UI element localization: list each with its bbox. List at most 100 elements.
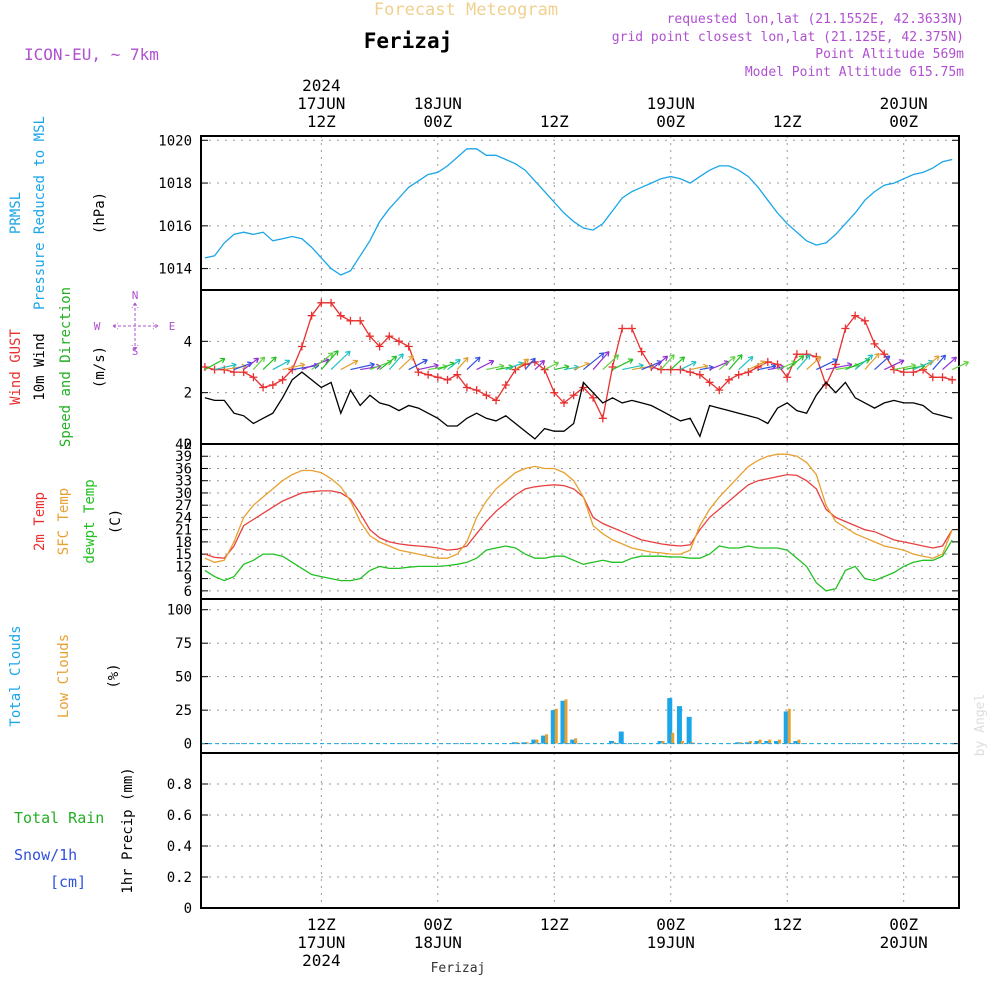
gust-point	[424, 370, 433, 379]
wind-arrow	[204, 358, 226, 371]
gust-point	[618, 324, 627, 333]
gust-point	[307, 311, 316, 320]
y-tick-label: 12	[175, 559, 192, 575]
wind-arrow-head	[259, 356, 266, 363]
top-time-label: 12Z	[540, 112, 569, 131]
y-tick-label: 39	[175, 449, 192, 465]
panels-layer: 1014101610181020024691215182124273033363…	[158, 133, 970, 917]
low-cloud-bar	[554, 708, 558, 744]
total-cloud-bar	[744, 742, 750, 744]
low-cloud-bar	[758, 739, 762, 744]
gust-point	[249, 373, 258, 382]
wind-arrow	[854, 354, 873, 371]
wind-arrow-head	[369, 362, 375, 369]
panel-frame	[200, 135, 960, 291]
wind-arrow-head	[815, 356, 822, 362]
y-tick-label: 18	[175, 535, 192, 551]
wind-arrow-head	[352, 359, 359, 366]
series-line-prmsl	[204, 148, 953, 276]
panel-label: Low Clouds	[56, 634, 72, 718]
top-time-label: 00Z	[889, 112, 918, 131]
y-tick-label: 24	[175, 510, 192, 526]
wind-arrow	[476, 360, 494, 371]
total-cloud-bar	[735, 742, 741, 744]
low-cloud-bar	[564, 699, 568, 744]
gust-point	[268, 380, 277, 389]
wind-arrow-head	[398, 353, 404, 359]
top-time-label: 12Z	[773, 112, 802, 131]
wind-arrow	[641, 360, 662, 371]
wind-arrow-head	[530, 357, 536, 364]
top-time-label: 20JUN	[880, 94, 928, 113]
location-title: Ferizaj	[364, 29, 453, 53]
y-tick-label: 0.8	[167, 777, 192, 793]
wind-arrow	[447, 359, 461, 371]
point-altitude: Point Altitude 569m	[815, 47, 964, 62]
wind-arrow-head	[253, 357, 260, 364]
gust-point	[356, 316, 365, 325]
wind-arrow	[718, 356, 736, 371]
wind-arrow	[243, 357, 259, 371]
chart-subtitle: Forecast Meteogram	[374, 0, 558, 20]
wind-direction-arrows	[204, 350, 970, 371]
low-cloud-bar	[671, 732, 675, 744]
wind-arrow-head	[422, 358, 428, 365]
wind-arrow-head	[463, 356, 469, 363]
panel-label: (m/s)	[92, 346, 108, 388]
wind-arrow-head	[940, 354, 947, 361]
gust-point	[676, 365, 685, 374]
y-tick-label: 30	[175, 486, 192, 502]
total-cloud-bar	[657, 740, 663, 744]
wind-arrow	[728, 354, 743, 370]
wind-arrow-head	[488, 359, 495, 366]
wind-arrow-head	[884, 355, 891, 361]
wind-arrow	[486, 365, 505, 371]
low-cloud-bar	[515, 742, 519, 744]
precip-side-label: Total Rain	[14, 809, 104, 827]
series-line-10m-wind	[204, 371, 953, 440]
wind-arrow-head	[271, 356, 277, 363]
wind-arrow	[650, 355, 668, 371]
wind-arrow	[563, 366, 579, 371]
y-tick-label: 25	[175, 703, 192, 719]
total-cloud-bar	[521, 742, 527, 744]
wind-arrow	[292, 364, 319, 371]
y-tick-label: 33	[175, 474, 192, 490]
total-cloud-bar	[754, 740, 760, 744]
gust-point	[657, 365, 666, 374]
wind-arrow	[350, 363, 375, 371]
credit-watermark: by Angel	[973, 694, 988, 757]
top-time-label: 18JUN	[414, 94, 462, 113]
wind-arrow-head	[798, 355, 805, 361]
panel-label: 2m Temp	[32, 492, 48, 551]
wind-arrow	[612, 358, 634, 371]
gust-point	[608, 363, 617, 371]
wind-arrow	[282, 363, 305, 371]
wind-arrow	[767, 366, 785, 371]
gust-point	[433, 373, 442, 382]
wind-arrow	[233, 362, 253, 371]
y-tick-label: 0	[184, 437, 192, 453]
wind-arrow	[816, 358, 838, 371]
low-cloud-bar	[797, 739, 801, 744]
y-tick-label: 36	[175, 461, 192, 477]
y-tick-label: 0	[184, 901, 192, 917]
wind-arrow	[524, 357, 536, 370]
compass-letter: S	[132, 345, 139, 358]
panel-label: dewpt Temp	[82, 479, 98, 563]
bottom-time-label: 12Z	[773, 915, 802, 934]
panel-label: Total Clouds	[8, 625, 24, 726]
wind-arrow-head	[284, 359, 291, 366]
bottom-time-label: 00Z	[889, 915, 918, 934]
gust-point	[200, 363, 209, 371]
wind-arrow	[534, 360, 545, 371]
wind-arrow-head	[231, 362, 237, 369]
wind-arrow-head	[219, 357, 226, 364]
gust-point	[841, 324, 850, 333]
gust-point	[695, 370, 704, 379]
low-cloud-bar	[787, 708, 791, 744]
gust-point	[259, 383, 268, 392]
gust-point	[462, 383, 471, 392]
